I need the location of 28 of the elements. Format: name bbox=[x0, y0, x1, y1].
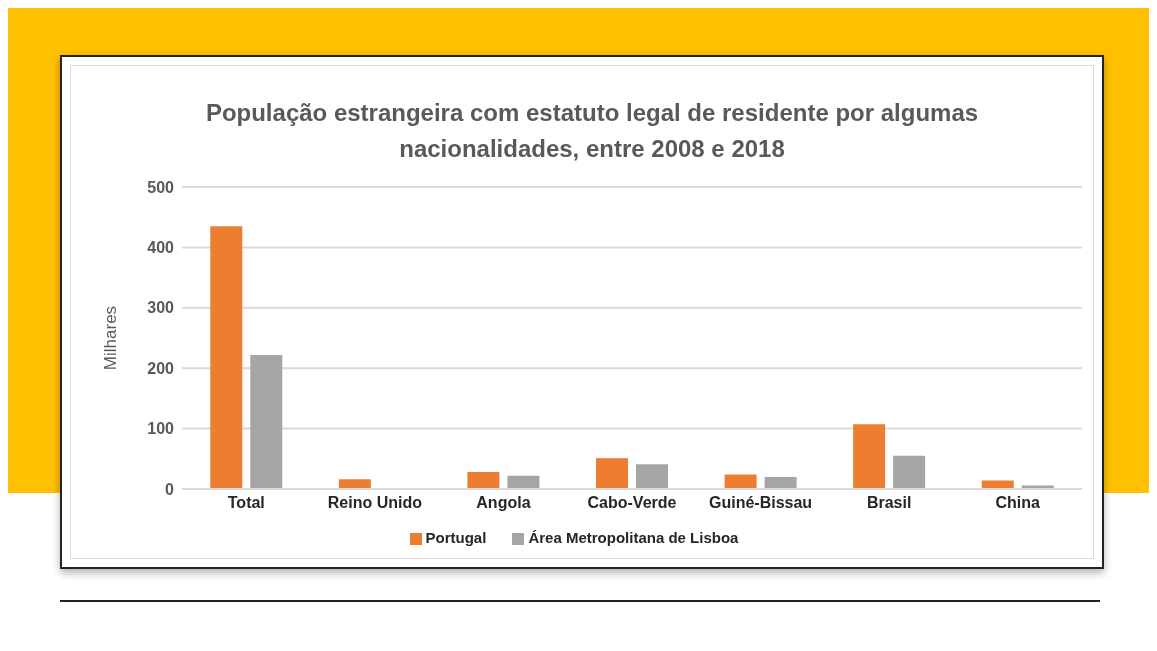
bar bbox=[467, 472, 500, 489]
y-tick-label: 200 bbox=[147, 359, 175, 377]
bar bbox=[338, 479, 371, 489]
bar bbox=[893, 455, 926, 489]
chart-title: População estrangeira com estatuto legal de residente por algumas nacionalidades, entre 2008 e 2018 bbox=[204, 98, 980, 164]
x-tick-label: Total bbox=[227, 494, 265, 512]
x-tick-label: Angola bbox=[476, 494, 531, 512]
bar bbox=[507, 475, 540, 489]
y-tick-label: 0 bbox=[165, 480, 175, 498]
legend-label: Área Metropolitana de Lisboa bbox=[528, 529, 739, 546]
bar bbox=[250, 354, 283, 489]
y-axis-title: Milhares bbox=[101, 305, 121, 371]
y-tick-label: 400 bbox=[147, 239, 175, 257]
bar bbox=[853, 424, 886, 489]
x-tick-label: China bbox=[995, 494, 1041, 512]
bar bbox=[596, 458, 628, 489]
y-tick-label: 300 bbox=[147, 299, 175, 317]
bar bbox=[764, 476, 797, 489]
x-tick-label: Guiné-Bissau bbox=[709, 494, 813, 512]
x-tick-label: Reino Unido bbox=[327, 494, 423, 512]
y-tick-label: 100 bbox=[147, 420, 175, 438]
y-tick-label: 500 bbox=[147, 178, 175, 196]
x-tick-label: Brasil bbox=[866, 494, 912, 512]
bar bbox=[636, 464, 668, 489]
legend-label: Portugal bbox=[425, 529, 487, 546]
x-tick-label: Cabo-Verde bbox=[587, 494, 677, 512]
bar bbox=[724, 474, 757, 489]
bar bbox=[210, 226, 243, 489]
